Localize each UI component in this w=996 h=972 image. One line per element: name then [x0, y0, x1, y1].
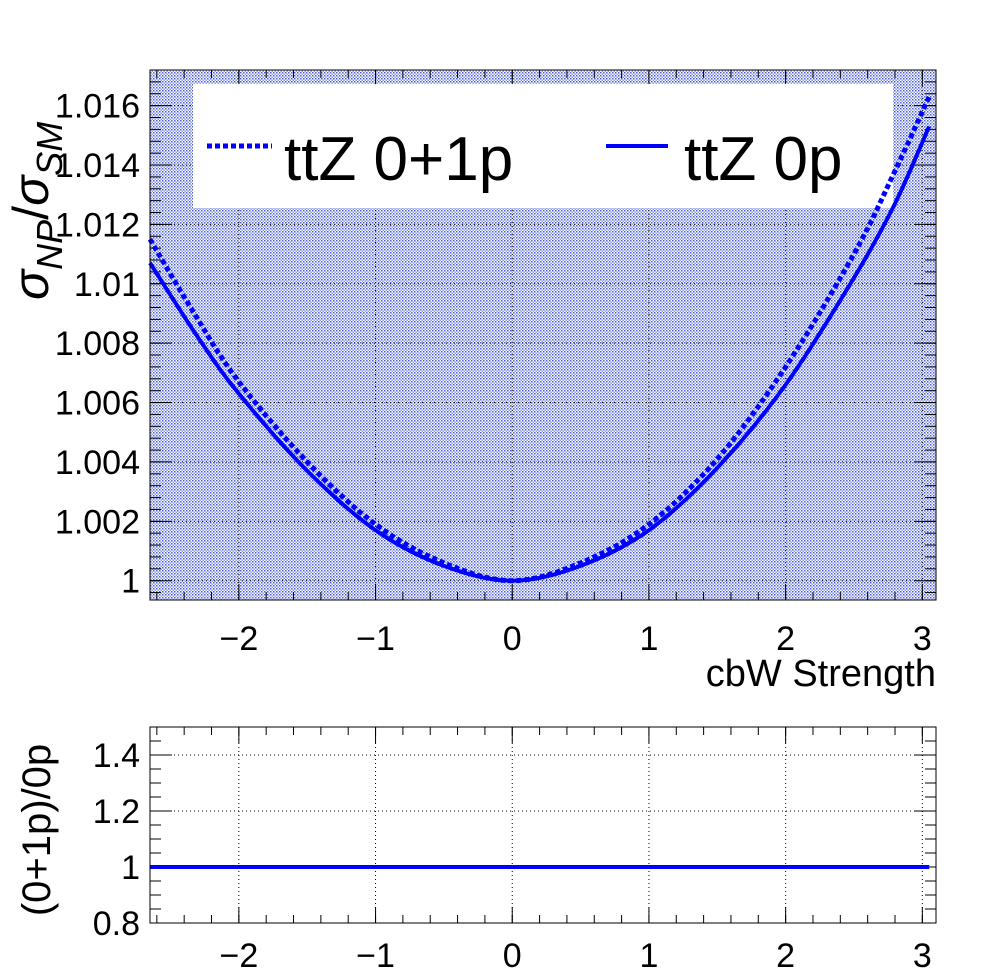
legend-label-series-2: ttZ 0p — [684, 125, 843, 194]
legend: ttZ 0+1p ttZ 0p — [193, 84, 893, 208]
y-tick-label: 1 — [121, 563, 140, 601]
svg-text:σNP/σSM: σNP/σSM — [3, 122, 70, 300]
x-tick-label: 3 — [913, 937, 932, 972]
ylabel-sigma-np: σ — [3, 268, 59, 300]
series-line-1 — [147, 95, 932, 584]
ylabel-slash: / — [3, 206, 59, 220]
y-tick-label: 1.006 — [55, 385, 140, 423]
x-tick-label: 2 — [776, 937, 795, 972]
y-tick-label: 1.014 — [55, 147, 140, 185]
ratio-tick-labels: −2 −1 0 1 2 3 0.8 1 1.2 1.4 — [93, 737, 932, 972]
x-tick-label: 1 — [639, 937, 658, 972]
y-tick-label: 0.8 — [93, 905, 140, 943]
y-tick-label: 1.4 — [93, 737, 140, 775]
main-tick-labels: −2 −1 0 1 2 3 1 1.002 1.004 1.006 1.008 1.01 1.012 1.… — [55, 88, 932, 658]
ratio-plot-background — [150, 727, 936, 923]
ratio-panel: −2 −1 0 1 2 3 0.8 1 1.2 1.4 (0+1p)/0p — [15, 726, 937, 972]
ylabel-sub-np: NP — [29, 220, 70, 270]
x-tick-label: 0 — [503, 937, 522, 972]
series-line-2 — [148, 125, 931, 583]
main-frame — [149, 69, 937, 601]
y-tick-label: 1.008 — [55, 325, 140, 363]
ylabel-sigma-sm: σ — [3, 174, 59, 206]
legend-box — [193, 84, 893, 208]
y-tick-label: 1.2 — [93, 793, 140, 831]
main-y-axis-title: σNP/σSM — [3, 122, 70, 300]
y-tick-label: 1.002 — [55, 503, 140, 541]
main-panel: −2 −1 0 1 2 3 1 1.002 1.004 1.006 1.008 1.01 1.012 1.… — [3, 69, 937, 695]
ratio-y-axis-title: (0+1p)/0p — [15, 744, 59, 916]
y-tick-label: 1.012 — [55, 206, 140, 244]
y-tick-label: 1.01 — [74, 266, 140, 304]
y-tick-label: 1.016 — [55, 88, 140, 126]
x-tick-label: −1 — [356, 620, 395, 658]
x-tick-label: 0 — [503, 620, 522, 658]
x-tick-label: 2 — [776, 620, 795, 658]
x-tick-label: −2 — [219, 620, 258, 658]
x-tick-label: 3 — [913, 620, 932, 658]
x-tick-label: 1 — [639, 620, 658, 658]
x-tick-label: −2 — [219, 937, 258, 972]
x-tick-label: −1 — [356, 937, 395, 972]
main-curves — [147, 95, 932, 584]
ylabel-sub-sm: SM — [29, 122, 70, 176]
y-tick-label: 1.004 — [55, 444, 140, 482]
ratio-frame — [149, 726, 937, 924]
legend-label-series-1: ttZ 0+1p — [284, 125, 513, 194]
main-x-axis-title: cbW Strength — [706, 653, 936, 695]
y-tick-label: 1 — [121, 849, 140, 887]
